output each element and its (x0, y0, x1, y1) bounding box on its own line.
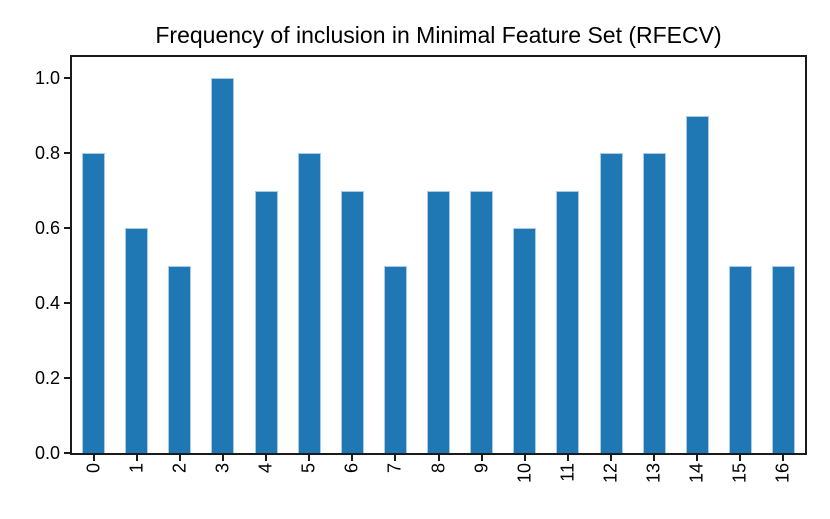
x-tick-label: 9 (471, 463, 492, 474)
bar-feature-15 (728, 265, 752, 453)
x-tick-label: 2 (169, 463, 190, 474)
x-tick-mark (523, 455, 526, 461)
x-tick-label: 14 (686, 463, 707, 484)
y-tick-label: 0.8 (34, 143, 60, 163)
x-tick-mark (653, 455, 656, 461)
y-tick-label: 0.4 (34, 293, 60, 313)
x-tick-label: 6 (341, 463, 362, 474)
x-tick-label: 3 (212, 463, 233, 474)
x-tick-label: 0 (83, 463, 104, 474)
bar-feature-6 (340, 190, 364, 453)
x-tick-mark (265, 455, 267, 461)
y-tick-mark (64, 227, 70, 229)
bar-feature-1 (125, 228, 149, 453)
bar-feature-12 (599, 153, 623, 453)
x-tick-label: 11 (557, 463, 578, 482)
plot-area (70, 55, 807, 455)
x-tick-label: 8 (428, 463, 448, 474)
bar-feature-16 (771, 265, 795, 453)
bar-feature-9 (470, 190, 494, 453)
x-tick-mark (437, 455, 440, 461)
x-tick-mark (92, 455, 95, 461)
y-tick-mark (64, 152, 70, 154)
x-tick-mark (566, 455, 569, 461)
bar-feature-5 (297, 153, 321, 453)
x-tick-label: 10 (514, 463, 535, 484)
y-tick-label: 0.6 (34, 218, 60, 238)
x-tick-mark (351, 455, 354, 461)
chart-title: Frequency of inclusion in Minimal Featur… (155, 22, 722, 48)
bar-feature-4 (254, 190, 278, 453)
y-tick-label: 0.2 (34, 368, 60, 388)
x-tick-label: 7 (384, 463, 405, 474)
x-tick-mark (782, 455, 785, 461)
bar-feature-10 (513, 228, 537, 453)
x-tick-mark (221, 455, 224, 461)
y-tick-label: 0.0 (34, 443, 60, 463)
bar-feature-3 (211, 78, 235, 453)
x-tick-label: 4 (255, 463, 276, 474)
bar-feature-11 (556, 190, 580, 453)
y-tick-mark (64, 302, 70, 304)
x-tick-mark (480, 455, 483, 461)
x-tick-label: 15 (729, 463, 750, 484)
x-tick-mark (696, 455, 699, 461)
x-tick-mark (135, 455, 138, 461)
y-tick-label: 1.0 (34, 68, 60, 88)
bar-feature-8 (427, 190, 450, 453)
x-tick-label: 5 (298, 463, 319, 474)
x-tick-label: 1 (126, 463, 147, 474)
y-tick-mark (64, 452, 70, 454)
x-tick-mark (394, 455, 397, 461)
x-tick-label: 12 (600, 463, 621, 484)
bar-feature-13 (642, 153, 666, 453)
bar-feature-2 (168, 265, 192, 453)
x-tick-label: 16 (772, 463, 793, 484)
x-tick-mark (178, 455, 181, 461)
bar-feature-14 (685, 115, 709, 453)
y-tick-mark (64, 377, 70, 379)
x-tick-mark (739, 455, 742, 461)
y-tick-mark (64, 77, 70, 79)
bar-feature-7 (383, 265, 407, 453)
x-tick-mark (610, 455, 612, 461)
bar-feature-0 (82, 153, 106, 453)
x-tick-mark (308, 455, 311, 461)
x-tick-label: 13 (643, 463, 664, 484)
